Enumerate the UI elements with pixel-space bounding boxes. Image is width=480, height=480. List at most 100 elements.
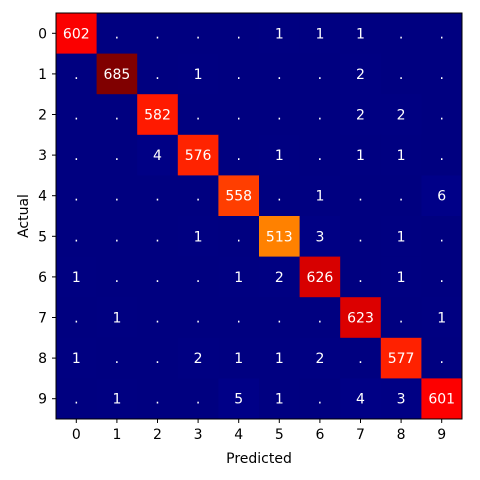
cell-value-label: .: [439, 108, 443, 124]
heatmap-cell: [56, 53, 97, 95]
heatmap-cell: [421, 337, 463, 379]
heatmap-cell: [299, 256, 341, 298]
cell-value-label: .: [318, 67, 322, 83]
heatmap-cell: [137, 216, 179, 257]
cell-value-label: 582: [144, 108, 171, 124]
cell-value-label: 1: [194, 229, 203, 245]
cell-value-label: .: [277, 189, 281, 205]
cell-value-label: .: [236, 229, 240, 245]
cell-value-label: .: [399, 67, 403, 83]
cell-value-label: .: [439, 351, 443, 367]
cell-value-label: .: [155, 67, 159, 83]
cell-value-label: 1: [397, 229, 406, 245]
heatmap-cell: [340, 134, 382, 176]
heatmap-cell: [299, 13, 341, 54]
heatmap-cell: [218, 134, 260, 176]
x-tick-label: 8: [397, 427, 406, 443]
cell-value-label: .: [74, 67, 78, 83]
heatmap-cell: [137, 378, 179, 420]
y-tick-label: 1: [38, 67, 47, 83]
heatmap-cell: [96, 94, 138, 136]
cell-value-label: 1: [234, 351, 243, 367]
heatmap-cell: [340, 94, 382, 136]
heatmap-cell: [380, 53, 422, 95]
cell-value-label: 2: [356, 67, 365, 83]
cell-value-label: 558: [225, 189, 252, 205]
heatmap-cell: [177, 94, 219, 136]
cell-value-label: 3: [315, 229, 324, 245]
cell-value-label: .: [236, 67, 240, 83]
cell-value-label: .: [155, 189, 159, 205]
heatmap-cell: [137, 256, 179, 298]
heatmap-cell: [96, 337, 138, 379]
heatmap-cell: [421, 378, 463, 420]
heatmap-cell: [177, 175, 219, 217]
cell-value-label: 577: [388, 351, 415, 367]
cell-value-label: 2: [275, 270, 284, 286]
cell-value-label: .: [74, 392, 78, 408]
heatmap-cell: [340, 175, 382, 217]
heatmap-cell: [380, 216, 422, 257]
x-tick-label: 5: [275, 427, 284, 443]
heatmap-cell: [340, 13, 382, 54]
cell-value-label: .: [196, 270, 200, 286]
heatmap-cell: [299, 175, 341, 217]
cell-value-label: .: [115, 270, 119, 286]
cell-value-label: .: [358, 270, 362, 286]
heatmap-cell: [299, 94, 341, 136]
cell-value-label: 6: [437, 189, 446, 205]
heatmap-cell: [218, 13, 260, 54]
heatmap-cell: [421, 94, 463, 136]
heatmap-cell: [340, 337, 382, 379]
heatmap-cell: [96, 134, 138, 176]
heatmap-cell: [259, 378, 300, 420]
heatmap-cell: [421, 13, 463, 54]
heatmap-cell: [340, 216, 382, 257]
heatmap-cell: [218, 94, 260, 136]
y-tick-label: 7: [38, 311, 47, 327]
cell-value-label: .: [155, 270, 159, 286]
cell-value-label: .: [196, 392, 200, 408]
heatmap-cell: [259, 94, 300, 136]
cell-value-label: .: [236, 108, 240, 124]
cell-value-label: .: [277, 67, 281, 83]
cell-value-label: .: [318, 108, 322, 124]
cell-value-label: .: [318, 392, 322, 408]
cell-value-label: .: [358, 189, 362, 205]
heatmap-cell: [96, 216, 138, 257]
cell-value-label: 1: [315, 26, 324, 42]
cell-value-label: .: [318, 311, 322, 327]
y-tick-label: 9: [38, 392, 47, 408]
cell-value-label: .: [155, 26, 159, 42]
cell-value-label: .: [358, 229, 362, 245]
heatmap-cell: [96, 256, 138, 298]
heatmap-cell: [96, 378, 138, 420]
heatmap-cell: [218, 216, 260, 257]
cell-value-label: .: [115, 229, 119, 245]
cell-value-label: .: [196, 189, 200, 205]
cell-value-label: 5: [234, 392, 243, 408]
heatmap-cell: [299, 378, 341, 420]
y-axis-ticks: 0 1 2 3 4 5 6 7 8 9: [38, 26, 56, 408]
heatmap-cell: [421, 175, 463, 217]
heatmap-cell: [340, 53, 382, 95]
cell-value-label: 1: [72, 351, 81, 367]
cell-value-label: 685: [104, 67, 131, 83]
cell-value-label: .: [115, 189, 119, 205]
cell-value-label: .: [399, 311, 403, 327]
x-axis-ticks: 0 1 2 3 4 5 6 7 8 9: [72, 419, 446, 443]
cell-value-label: 1: [397, 270, 406, 286]
heatmap-cell: [380, 337, 422, 379]
cell-value-label: 601: [428, 392, 455, 408]
y-tick-label: 3: [38, 148, 47, 164]
heatmap-cell: [96, 297, 138, 339]
cell-value-label: 1: [356, 26, 365, 42]
cell-value-label: .: [115, 26, 119, 42]
cell-value-label: 1: [437, 311, 446, 327]
heatmap-cell: [421, 297, 463, 339]
cell-value-label: 3: [397, 392, 406, 408]
cell-value-label: .: [115, 108, 119, 124]
cell-value-label: .: [155, 392, 159, 408]
heatmap-cell: [177, 53, 219, 95]
